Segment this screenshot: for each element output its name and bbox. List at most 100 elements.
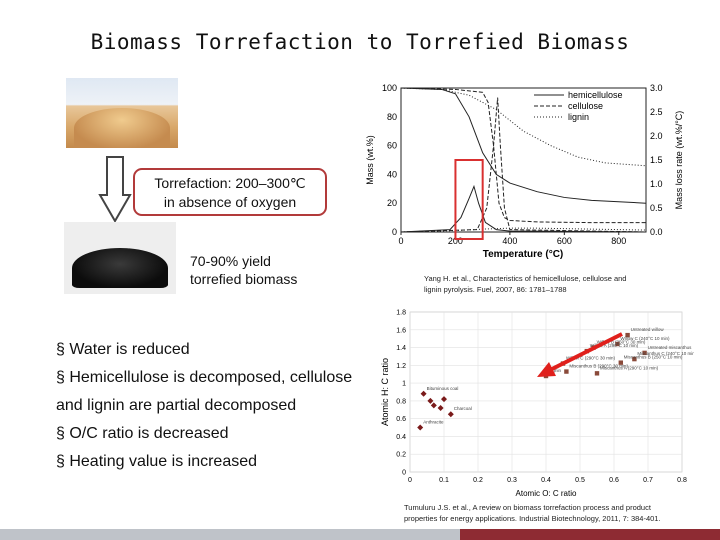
process-line-1: Torrefaction: 200–300℃: [154, 175, 306, 191]
footer-red-band: [460, 529, 720, 540]
torrefied-biomass-photo: [64, 222, 176, 294]
tga-legend-hemicellulose: hemicellulose: [568, 90, 623, 100]
tga-ytick-label: 80: [387, 112, 397, 122]
tga-y2tick-label: 3.0: [650, 83, 663, 93]
tga-highlight-box: [454, 159, 484, 240]
vk-point-label: Miscanthus C (240°C 10 min): [637, 351, 694, 356]
citation-tumuluru-line-2: properties for energy applications. Indu…: [404, 514, 661, 523]
tga-xtick-label: 800: [611, 236, 626, 246]
vk-point-label: Anthracite: [423, 420, 444, 425]
footer-bar: [0, 529, 720, 540]
tga-series-lignin-rate: [400, 227, 647, 233]
vk-point: [437, 405, 444, 411]
tga-xtick-label: 200: [448, 236, 463, 246]
vk-point: [632, 356, 637, 362]
vk-point: [594, 371, 600, 376]
tga-xtick-label: 400: [502, 236, 517, 246]
slide-title: Biomass Torrefaction to Torrefied Biomas…: [90, 30, 630, 54]
tga-legend-cellulose: cellulose: [568, 101, 603, 111]
citation-tumuluru: Tumuluru J.S. et al., A review on biomas…: [404, 502, 661, 524]
citation-yang-line-1: Yang H. et al., Characteristics of hemic…: [424, 274, 627, 283]
vk-point-label: Miscanthus B (290°C 30 min): [569, 364, 628, 369]
tga-ytick-label: 100: [382, 83, 397, 93]
vk-point: [447, 411, 454, 418]
vk-xtick-label: 0.5: [575, 477, 585, 484]
tga-series-cellulose-rate: [400, 97, 647, 233]
yield-text: 70-90% yield torrefied biomass: [190, 252, 297, 288]
vk-ytick-label: 0.4: [396, 434, 406, 441]
tga-y2tick-label: 1.5: [650, 155, 663, 165]
vk-point-label: Willow B (250°C 30 min): [597, 340, 646, 345]
bullet-hemicellulose-cont: and lignin are partial decomposed: [56, 397, 297, 414]
torrefaction-conditions-box: Torrefaction: 200–300℃ in absence of oxy…: [133, 168, 327, 216]
vk-point: [642, 350, 647, 356]
vk-point: [625, 332, 630, 338]
citation-yang: Yang H. et al., Characteristics of hemic…: [424, 273, 626, 295]
highlight-arrow-icon: [537, 332, 623, 377]
vk-xtick-label: 0.2: [473, 477, 483, 484]
vk-point-label: Miscanthus A (290°C 10 min): [600, 365, 659, 370]
down-arrow-icon: [98, 156, 132, 224]
vk-point: [441, 396, 447, 403]
vk-point: [564, 369, 569, 374]
vk-point-label: Willow C (240°C 10 min): [620, 336, 670, 341]
vk-ytick-label: 1: [402, 381, 406, 388]
tga-legend-lignin: lignin: [568, 112, 589, 122]
sawdust-photo: [66, 78, 178, 148]
tga-ytick-label: 40: [387, 169, 397, 179]
vk-point-label: Willow A (290°C 10 min): [590, 343, 639, 348]
tga-y2tick-label: 0.0: [650, 227, 663, 237]
vk-ytick-label: 1.8: [396, 310, 406, 317]
process-line-2: in absence of oxygen: [163, 194, 297, 210]
tga-y2tick-label: 2.5: [650, 107, 663, 117]
vk-point: [417, 424, 424, 431]
vk-xtick-label: 0.4: [541, 477, 551, 484]
vk-ytick-label: 0: [402, 470, 406, 477]
vk-ytick-label: 0.2: [396, 452, 406, 459]
tga-series-cellulose-mass: [400, 87, 646, 224]
vk-point: [430, 402, 437, 409]
footer-grey-band: [0, 529, 460, 540]
vk-point: [618, 360, 623, 365]
vk-xlabel: Atomic O: C ratio: [516, 489, 577, 498]
vk-xtick-label: 0.3: [507, 477, 517, 484]
bullet-water: § Water is reduced: [56, 341, 190, 358]
citation-tumuluru-line-1: Tumuluru J.S. et al., A review on biomas…: [404, 503, 651, 512]
bullet-hemicellulose: § Hemicellulose is decomposed, cellulose: [56, 369, 353, 386]
tga-ylabel: Mass (wt.%): [365, 135, 375, 185]
vk-ytick-label: 1.2: [396, 363, 406, 370]
vk-point-label: Willow C (290°C 30 min): [566, 356, 616, 361]
tga-ytick-label: 0: [392, 227, 397, 237]
citation-yang-line-2: lignin pyrolysis. Fuel, 2007, 86: 1781–1…: [424, 285, 567, 294]
vk-point-label: Lignin: [549, 368, 562, 373]
vk-ylabel: Atomic H: C ratio: [380, 358, 390, 426]
vk-ytick-label: 1.4: [396, 345, 406, 352]
vk-point-label: Bituminous coal: [427, 386, 459, 391]
vk-point-label: Miscanthus B (250°C 10 min): [624, 355, 683, 360]
yield-line-1: 70-90% yield: [190, 253, 271, 269]
vk-xtick-label: 0: [408, 477, 412, 484]
tga-y2tick-label: 0.5: [650, 203, 663, 213]
vk-point-label: Untreated miscanthus: [648, 345, 693, 350]
tga-plot-frame: [400, 87, 647, 233]
vk-point-label: Untreated willow: [631, 327, 665, 332]
van-krevelen-chart: Atomic H: C ratio Atomic O: C ratio 0 0.1…: [380, 310, 694, 499]
vk-ytick-label: 1.6: [396, 327, 406, 334]
vk-xtick-label: 0.8: [677, 477, 687, 484]
vk-point: [420, 390, 427, 397]
bullet-oc-ratio: § O/C ratio is decreased: [56, 425, 229, 442]
vk-ytick-label: 0.8: [396, 398, 406, 405]
tga-y2tick-label: 2.0: [650, 131, 663, 141]
vk-point: [615, 341, 620, 347]
vk-ytick-label: 0.6: [396, 416, 406, 423]
tga-y2label: Mass loss rate (wt.%/°C): [674, 111, 684, 210]
bullet-list: § Water is reduced § Hemicellulose is de…: [56, 336, 352, 476]
vk-point: [427, 397, 434, 404]
bullet-heating-value: § Heating value is increased: [56, 453, 258, 470]
vk-xtick-label: 0.7: [643, 477, 653, 484]
tga-ytick-label: 60: [387, 141, 397, 151]
tga-ytick-label: 20: [387, 198, 397, 208]
vk-xtick-label: 0.1: [439, 477, 449, 484]
tga-y2tick-label: 1.0: [650, 179, 663, 189]
tga-xtick-label: 0: [398, 236, 403, 246]
